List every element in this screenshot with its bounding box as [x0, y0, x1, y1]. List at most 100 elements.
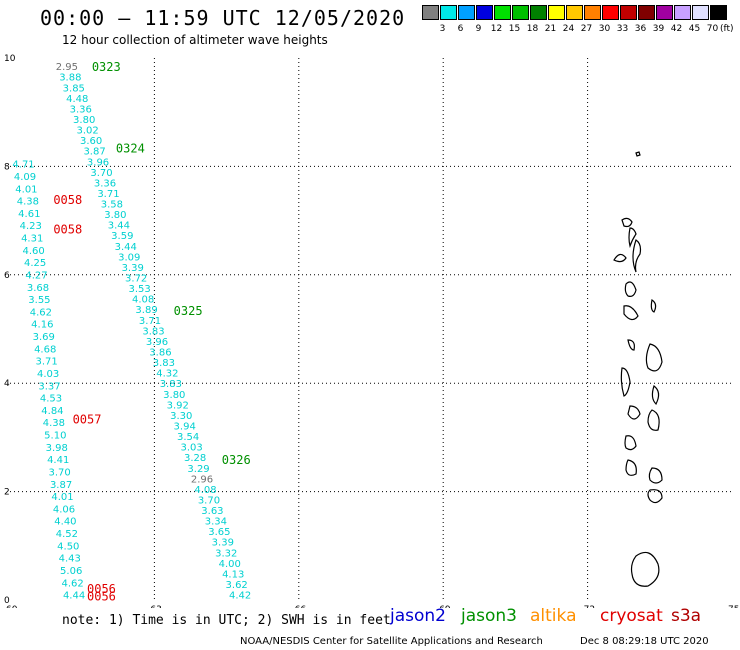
swh-value: 3.89: [135, 305, 157, 316]
island-outline: [623, 305, 639, 321]
swh-value: 3.29: [187, 464, 209, 475]
pass-label: 0058: [53, 223, 82, 237]
swh-value: 4.31: [21, 234, 43, 245]
legend-jason2: jason2: [390, 606, 446, 626]
swh-value: 3.83: [153, 358, 175, 369]
swh-value: 4.01: [51, 492, 73, 503]
swh-value: 2.95: [56, 62, 78, 73]
colorbar-unit: (ft): [720, 24, 734, 34]
swh-value: 3.70: [90, 168, 112, 179]
colorbar-label: 18: [526, 24, 539, 34]
swh-value: 3.92: [167, 400, 189, 411]
pass-label: 0324: [116, 141, 145, 155]
y-tick-label: 0: [4, 596, 10, 606]
colorbar-swatch: [458, 5, 475, 20]
colorbar-label: 21: [544, 24, 557, 34]
swh-value: 3.39: [212, 538, 234, 549]
island-outline: [621, 217, 633, 228]
swh-value: 4.42: [229, 591, 251, 602]
colorbar-swatch: [440, 5, 457, 20]
colorbar-swatch: [620, 5, 637, 20]
swh-value: 3.58: [101, 200, 123, 211]
colorbar-label: 15: [508, 24, 521, 34]
island-outline: [627, 339, 635, 351]
colorbar-label: 30: [598, 24, 611, 34]
swh-value: 3.37: [38, 381, 60, 392]
colorbar-label: 3: [439, 24, 446, 34]
colorbar-swatch: [674, 5, 691, 20]
island-outline: [635, 151, 641, 157]
swh-value: 3.39: [122, 263, 144, 274]
swh-value: 3.96: [87, 157, 109, 168]
swh-value: 4.71: [12, 160, 34, 171]
pass-label: 0056: [87, 582, 116, 596]
legend-s3a: s3a: [671, 606, 702, 626]
island-outline: [651, 385, 660, 406]
swh-value: 4.00: [219, 559, 241, 570]
swh-value: 3.65: [208, 527, 230, 538]
swh-value: 3.44: [108, 221, 130, 232]
x-tick-label: 69: [439, 605, 451, 608]
legend-altika: altika: [530, 606, 577, 626]
colorbar-swatch: [656, 5, 673, 20]
footer-credit: NOAA/NESDIS Center for Satellite Applica…: [240, 636, 543, 647]
island-outline: [632, 239, 642, 273]
colorbar-label: 24: [562, 24, 575, 34]
swh-value: 3.80: [104, 210, 126, 221]
swh-value: 3.36: [94, 178, 116, 189]
swh-value: 3.69: [33, 332, 55, 343]
swh-value: 4.61: [18, 209, 40, 220]
island-outline: [647, 409, 660, 431]
swh-value: 4.84: [41, 406, 63, 417]
swh-value: 3.03: [180, 443, 202, 454]
colorbar-label: 6: [457, 24, 464, 34]
swh-value: 3.02: [77, 126, 99, 137]
x-tick-label: 75: [728, 605, 739, 608]
swh-value: 3.60: [80, 136, 102, 147]
colorbar-label: 9: [475, 24, 482, 34]
swh-value: 3.62: [226, 580, 248, 591]
y-tick-label: 10: [4, 54, 16, 64]
swh-value: 3.96: [146, 337, 168, 348]
legend-cryosat: cryosat: [600, 606, 663, 626]
swh-value: 5.06: [60, 566, 82, 577]
colorbar-swatch: [512, 5, 529, 20]
swh-value: 3.80: [73, 115, 95, 126]
swh-value: 3.36: [70, 104, 92, 115]
swh-value: 3.72: [125, 274, 147, 285]
swh-value: 3.54: [177, 432, 199, 443]
swh-value: 3.09: [118, 252, 140, 263]
island-outline: [613, 253, 627, 263]
swh-value: 4.16: [31, 320, 53, 331]
colorbar-swatch: [548, 5, 565, 20]
colorbar-swatch: [710, 5, 727, 20]
swh-value: 3.71: [36, 357, 58, 368]
swh-value: 3.28: [184, 453, 206, 464]
swh-value: 4.53: [40, 394, 62, 405]
pass-label: 0058: [53, 193, 82, 207]
swh-value: 4.52: [56, 529, 78, 540]
swh-value: 4.38: [43, 418, 65, 429]
swh-value: 4.40: [54, 517, 76, 528]
y-tick-label: 2: [4, 488, 10, 498]
swh-value: 4.41: [47, 455, 69, 466]
pass-label: 0057: [73, 412, 102, 426]
swh-value: 4.50: [57, 541, 79, 552]
swh-value: 4.23: [20, 221, 42, 232]
island-outline: [627, 405, 641, 420]
pass-label: 0325: [174, 304, 203, 318]
swh-value: 3.87: [83, 147, 105, 158]
x-tick-label: 72: [584, 605, 595, 608]
swh-value: 4.03: [37, 369, 59, 380]
note-text: note: 1) Time is in UTC; 2) SWH is in fe…: [62, 613, 391, 628]
island-outline: [624, 281, 637, 297]
altimeter-map: 60636669727502468102.953.883.854.483.363…: [4, 54, 739, 608]
swh-value: 3.34: [205, 517, 227, 528]
swh-value: 3.55: [28, 295, 50, 306]
colorbar-label: 33: [616, 24, 629, 34]
swh-value: 3.32: [215, 548, 237, 559]
swh-value: 3.59: [111, 231, 133, 242]
colorbar-swatch: [638, 5, 655, 20]
swh-value: 3.71: [139, 316, 161, 327]
swh-value: 2.96: [191, 474, 213, 485]
